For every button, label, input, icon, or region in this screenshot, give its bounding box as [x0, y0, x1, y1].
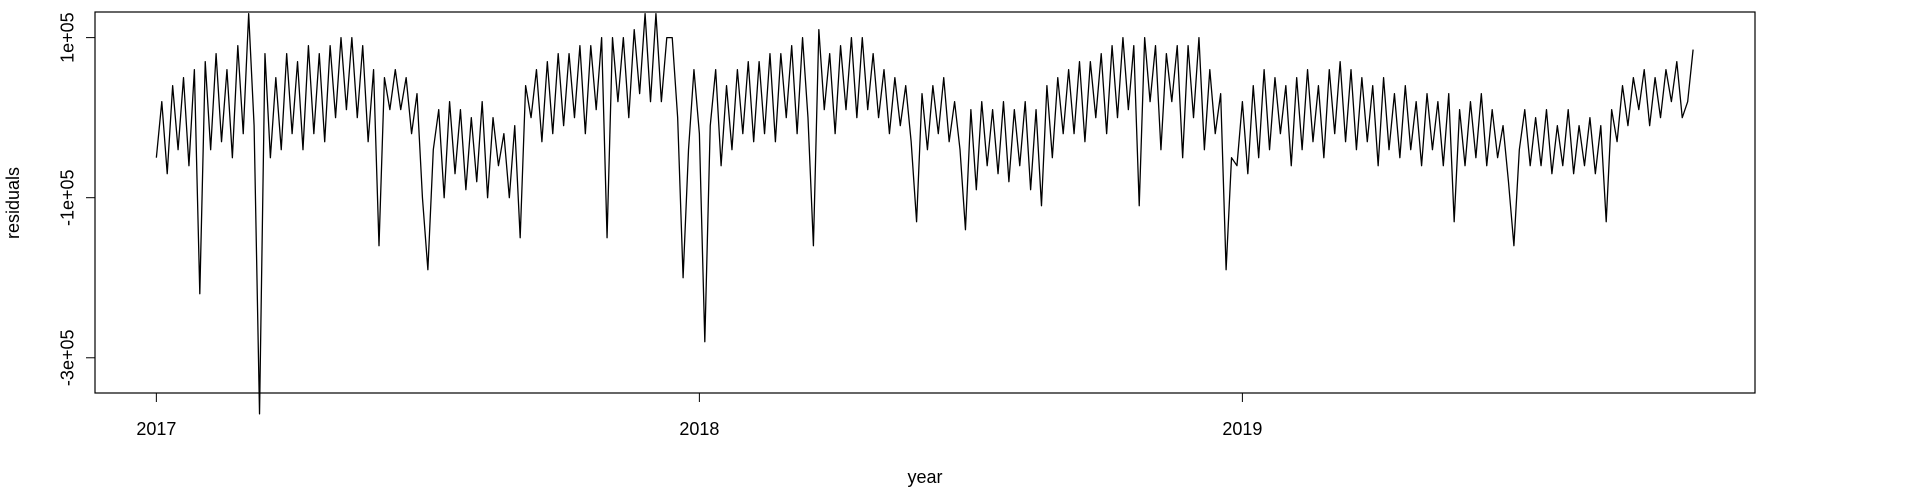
residual-line [155, 12, 1694, 415]
y-axis-label: residuals [3, 167, 23, 239]
y-tick-label: 1e+05 [58, 12, 78, 63]
x-axis-label: year [907, 467, 942, 487]
y-tick-label: -3e+05 [58, 330, 78, 387]
y-tick-label: -1e+05 [58, 169, 78, 226]
x-tick-label: 2018 [679, 419, 719, 439]
x-tick-label: 2017 [136, 419, 176, 439]
x-tick-label: 2019 [1222, 419, 1262, 439]
